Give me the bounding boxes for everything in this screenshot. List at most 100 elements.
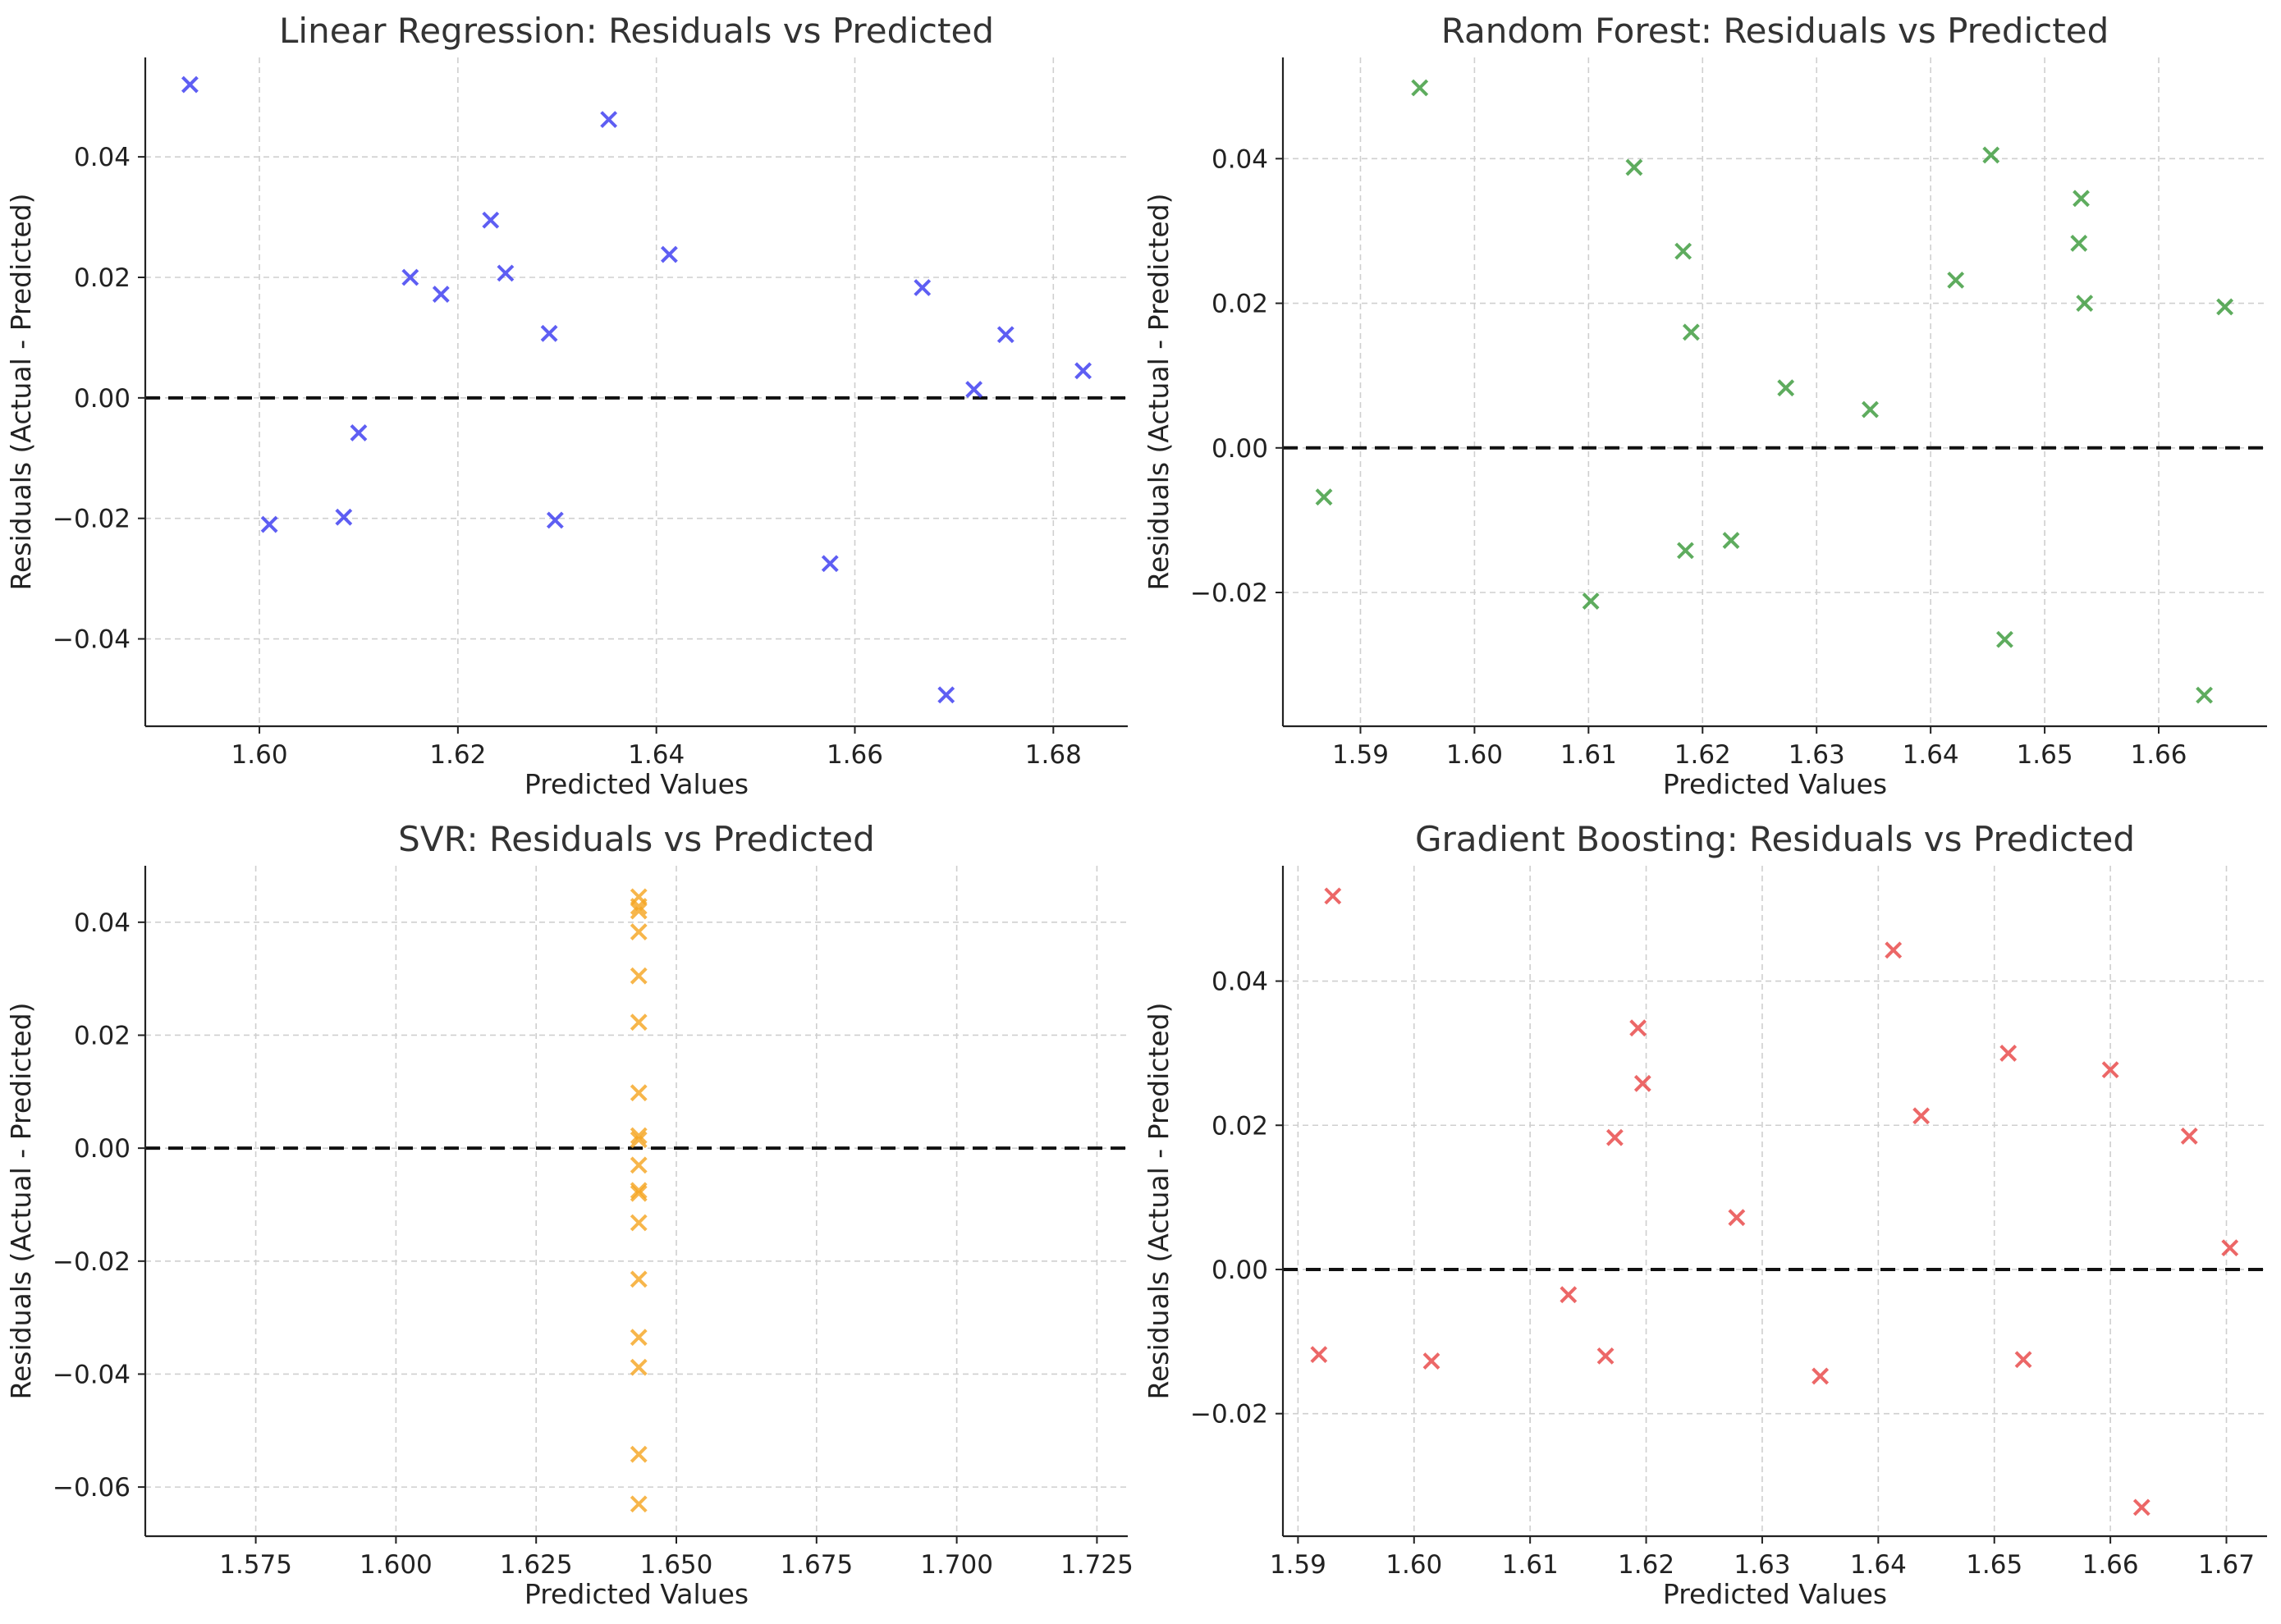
data-point xyxy=(914,279,932,296)
x-tick-label: 1.64 xyxy=(628,740,685,770)
y-tick-label: 0.02 xyxy=(74,263,131,293)
data-point xyxy=(260,515,278,533)
data-point xyxy=(2221,1239,2239,1257)
x-tick-label: 1.59 xyxy=(1332,740,1389,770)
data-point xyxy=(1777,379,1795,397)
data-point xyxy=(630,1084,648,1102)
data-point xyxy=(181,75,199,94)
y-axis-label: Residuals (Actual - Predicted) xyxy=(1143,1003,1175,1400)
x-tick-label: 1.700 xyxy=(920,1550,993,1580)
data-point xyxy=(2070,235,2088,252)
x-tick-label: 1.62 xyxy=(1618,1550,1674,1580)
chart-title: Random Forest: Residuals vs Predicted xyxy=(1441,11,2109,51)
data-point xyxy=(2101,1061,2119,1079)
data-point xyxy=(540,324,558,342)
data-point xyxy=(821,555,839,573)
data-point xyxy=(482,211,500,229)
data-point xyxy=(2196,686,2214,704)
data-point xyxy=(1422,1352,1441,1370)
chart-panel-1: Linear Regression: Residuals vs Predicte… xyxy=(5,11,1128,800)
y-tick-label: −0.06 xyxy=(53,1473,131,1503)
chart-title: Linear Regression: Residuals vs Predicte… xyxy=(279,11,994,51)
data-point xyxy=(1728,1209,1746,1227)
data-point xyxy=(1411,79,1429,97)
data-point xyxy=(630,1131,648,1149)
data-point xyxy=(1324,887,1342,905)
y-tick-label: 0.02 xyxy=(74,1021,131,1050)
x-tick-label: 1.64 xyxy=(1903,740,1959,770)
x-tick-label: 1.61 xyxy=(1560,740,1617,770)
data-point xyxy=(1947,271,1965,289)
y-tick-label: 0.04 xyxy=(74,143,131,172)
data-point xyxy=(1722,532,1740,549)
data-point xyxy=(630,898,648,915)
x-tick-label: 1.61 xyxy=(1502,1550,1559,1580)
data-point xyxy=(630,967,648,985)
data-point xyxy=(2180,1128,2198,1145)
x-tick-label: 1.60 xyxy=(231,740,288,770)
x-tick-label: 1.625 xyxy=(500,1550,573,1580)
x-tick-label: 1.65 xyxy=(1966,1550,2022,1580)
data-point xyxy=(1674,242,1692,260)
data-point xyxy=(1862,400,1879,419)
data-point xyxy=(630,1495,648,1513)
data-point xyxy=(1625,158,1643,176)
x-tick-label: 1.66 xyxy=(827,740,883,770)
chart-title: SVR: Residuals vs Predicted xyxy=(398,819,875,859)
x-tick-label: 1.675 xyxy=(780,1550,853,1580)
y-tick-label: 0.04 xyxy=(1211,144,1268,174)
data-point xyxy=(1999,1044,2018,1062)
data-point xyxy=(630,1270,648,1288)
data-point xyxy=(2076,295,2094,312)
data-point xyxy=(630,902,648,920)
y-axis-label: Residuals (Actual - Predicted) xyxy=(5,1003,37,1400)
data-point xyxy=(1074,362,1092,380)
y-tick-label: 0.00 xyxy=(74,384,131,414)
data-point xyxy=(1885,941,1903,959)
y-tick-label: 0.00 xyxy=(1211,434,1268,464)
y-tick-label: 0.00 xyxy=(74,1134,131,1164)
x-tick-label: 1.62 xyxy=(429,740,486,770)
x-tick-label: 1.67 xyxy=(2198,1550,2255,1580)
y-tick-label: −0.04 xyxy=(53,625,131,655)
data-point xyxy=(401,268,419,286)
x-tick-label: 1.66 xyxy=(2130,740,2187,770)
y-tick-label: −0.02 xyxy=(53,505,131,534)
x-tick-label: 1.60 xyxy=(1386,1550,1442,1580)
data-point xyxy=(630,1184,648,1202)
data-point xyxy=(630,1013,648,1032)
data-point xyxy=(630,1182,648,1200)
x-tick-label: 1.600 xyxy=(360,1550,433,1580)
data-point xyxy=(1677,542,1694,560)
y-axis-label: Residuals (Actual - Predicted) xyxy=(1143,194,1175,591)
x-tick-label: 1.650 xyxy=(640,1550,713,1580)
y-tick-label: −0.04 xyxy=(53,1360,131,1389)
y-tick-label: −0.02 xyxy=(1190,1400,1268,1430)
data-point xyxy=(996,326,1015,344)
data-point xyxy=(937,686,955,704)
x-axis-label: Predicted Values xyxy=(524,1578,749,1610)
data-point xyxy=(660,245,678,263)
y-tick-label: 0.00 xyxy=(1211,1256,1268,1285)
data-point xyxy=(2216,298,2234,316)
x-tick-label: 1.66 xyxy=(2082,1550,2139,1580)
data-point xyxy=(630,1329,648,1347)
data-point xyxy=(1596,1347,1615,1365)
y-tick-label: 0.02 xyxy=(1211,1111,1268,1141)
data-point xyxy=(1605,1128,1624,1146)
data-point xyxy=(600,111,618,129)
data-point xyxy=(1633,1074,1651,1092)
data-point xyxy=(630,1358,648,1376)
data-point xyxy=(965,381,983,398)
data-point xyxy=(2132,1498,2150,1516)
x-tick-label: 1.60 xyxy=(1446,740,1503,770)
y-tick-label: −0.02 xyxy=(53,1247,131,1277)
chart-panel-3: SVR: Residuals vs Predicted 1.575 1.600 1.6… xyxy=(5,819,1134,1610)
chart-panel-2: Random Forest: Residuals vs Predicted 1.5… xyxy=(1143,11,2267,800)
x-tick-label: 1.575 xyxy=(219,1550,292,1580)
x-axis-label: Predicted Values xyxy=(524,768,749,800)
data-point xyxy=(1315,488,1333,506)
data-point xyxy=(335,508,353,526)
y-tick-label: 0.02 xyxy=(1211,290,1268,319)
y-axis-label: Residuals (Actual - Predicted) xyxy=(5,194,37,591)
